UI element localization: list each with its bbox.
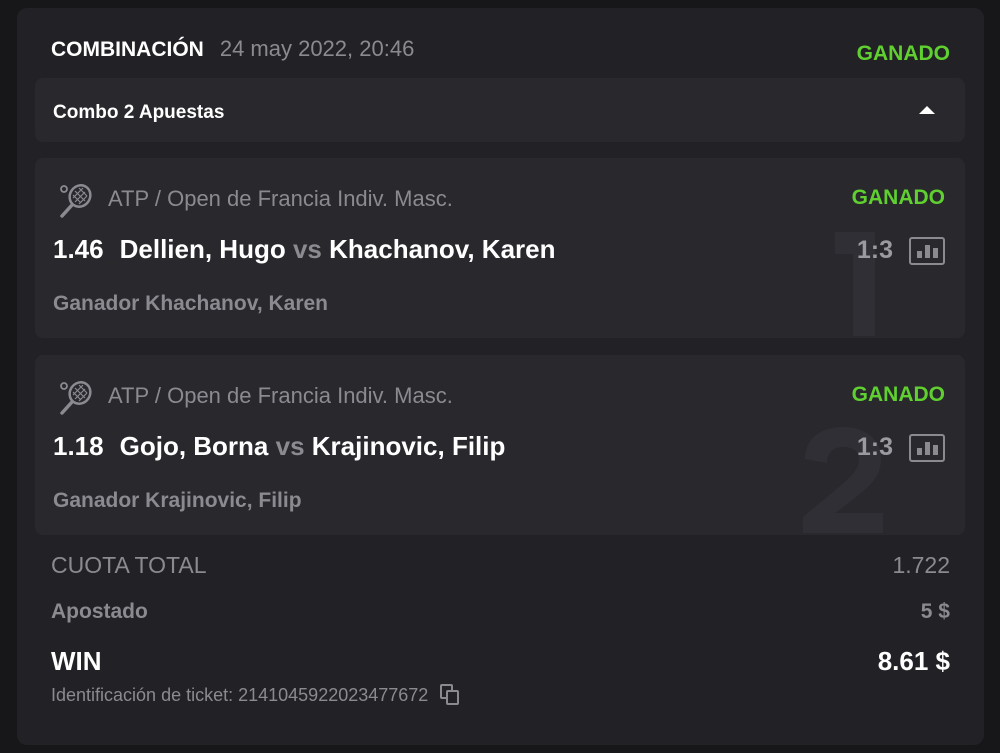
bet-ticket-card: COMBINACIÓN 24 may 2022, 20:46 GANADO Co… (17, 8, 984, 745)
ticket-header: COMBINACIÓN 24 may 2022, 20:46 (51, 36, 414, 62)
tennis-racket-icon (60, 184, 92, 218)
stats-chart-icon[interactable] (909, 237, 945, 265)
total-odds-label: CUOTA TOTAL (51, 552, 207, 578)
stake-label: Apostado (51, 600, 148, 623)
selection-pick: Ganador Krajinovic, Filip (53, 489, 302, 512)
away-team: Krajinovic, Filip (311, 431, 506, 461)
win-label: WIN (51, 646, 102, 676)
selection-odd: 1.46 (53, 234, 104, 264)
stake-value: 5 $ (920, 600, 950, 623)
win-row: WIN 8.61 $ (51, 646, 950, 677)
ticket-id-row: Identificación de ticket: 21410459220234… (51, 684, 460, 706)
stats-chart-icon[interactable] (909, 434, 945, 462)
match-score: 1:3 (856, 433, 893, 461)
ticket-status-badge: GANADO (856, 42, 950, 65)
league-name: ATP / Open de Francia Indiv. Masc. (108, 186, 453, 211)
total-odds-value: 1.722 (892, 552, 950, 578)
bet-date: 24 may 2022, 20:46 (219, 36, 415, 61)
tennis-racket-icon (60, 381, 92, 415)
selection-status: GANADO (851, 383, 945, 406)
match-score: 1:3 (856, 236, 893, 264)
vs-label: vs (292, 234, 322, 264)
copy-icon[interactable] (440, 684, 460, 706)
home-team: Gojo, Borna (119, 431, 269, 461)
stake-row: Apostado 5 $ (51, 600, 950, 624)
bet-selection-1: ATP / Open de Francia Indiv. Masc. GANAD… (35, 158, 965, 338)
total-odds-row: CUOTA TOTAL 1.722 (51, 552, 950, 579)
caret-up-icon[interactable] (919, 106, 935, 114)
league-name: ATP / Open de Francia Indiv. Masc. (108, 383, 453, 408)
ticket-id: Identificación de ticket: 21410459220234… (51, 684, 429, 705)
away-team: Khachanov, Karen (329, 234, 556, 264)
home-team: Dellien, Hugo (119, 234, 286, 264)
bet-type-title: COMBINACIÓN (51, 38, 204, 61)
selection-status: GANADO (851, 186, 945, 209)
bet-selection-2: ATP / Open de Francia Indiv. Masc. GANAD… (35, 355, 965, 535)
selection-odd: 1.18 (53, 431, 104, 461)
match-line[interactable]: 1.18 Gojo, Borna vs Krajinovic, Filip (53, 431, 505, 462)
selection-index-watermark-2 (803, 427, 883, 533)
selection-index-watermark-1 (835, 232, 875, 336)
match-line[interactable]: 1.46 Dellien, Hugo vs Khachanov, Karen (53, 234, 555, 265)
combo-toggle[interactable]: Combo 2 Apuestas (35, 78, 965, 142)
vs-label: vs (275, 431, 305, 461)
win-value: 8.61 $ (877, 646, 950, 676)
selection-pick: Ganador Khachanov, Karen (53, 292, 329, 315)
combo-label: Combo 2 Apuestas (53, 102, 225, 123)
